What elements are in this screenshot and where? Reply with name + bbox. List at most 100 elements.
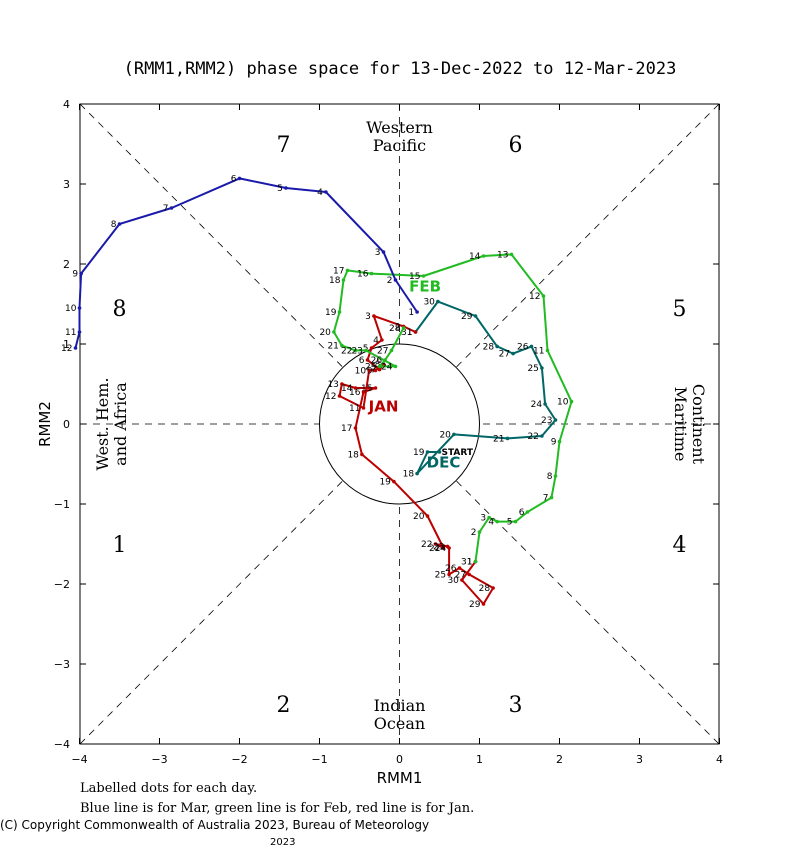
point-label: 27 [377,346,388,356]
data-point [495,344,499,349]
data-point [549,495,554,500]
copyright-notice: (C) Copyright Commonwealth of Australia … [0,818,429,832]
point-label: 8 [111,220,117,230]
data-point [505,436,510,441]
data-point [509,252,514,257]
data-point [332,330,336,334]
data-point [441,546,446,550]
data-point [77,306,82,310]
point-label: 14 [341,384,353,394]
data-point [373,386,378,390]
x-tick-label: −1 [311,753,327,766]
point-label: 17 [333,266,344,276]
data-point [353,386,358,390]
point-label: 5 [277,184,283,194]
point-label: 7 [543,494,549,504]
point-label: 25 [365,362,376,372]
point-label: 29 [469,600,481,610]
data-point [553,418,558,422]
data-point [341,278,346,282]
data-point [360,452,364,457]
point-label: 3 [480,514,486,524]
data-point [437,450,442,454]
data-point [473,559,478,564]
point-label: START [442,448,474,458]
point-label: 26 [445,564,457,574]
point-label: 26 [517,342,529,352]
point-label: 24 [381,362,393,372]
copyright-year: 2023 [270,837,295,848]
point-label: 24 [531,400,543,410]
x-tick-label: 2 [556,753,563,766]
data-point [237,176,242,181]
data-point [367,368,371,373]
point-label: 11 [533,346,544,356]
data-point [511,351,515,356]
plot-area [79,103,720,745]
point-label: 3 [375,248,381,258]
point-label: 6 [359,356,365,366]
y-tick-label: 1 [63,338,70,351]
data-point [389,348,394,353]
data-point [361,390,366,394]
data-point [365,358,370,362]
data-point [545,348,550,353]
y-tick-label: −3 [54,658,70,671]
point-label: 2 [395,322,401,332]
point-label: 23 [433,542,444,552]
phase-label: 5 [673,297,687,322]
point-label: 4 [488,518,494,528]
data-point [372,314,376,318]
region-top-line1: Western [366,118,433,137]
y-tick-label: 4 [63,98,70,111]
phase-label: 6 [509,133,523,158]
point-label: 21 [429,544,440,554]
point-label: 8 [375,360,381,370]
y-tick-label: 0 [63,418,70,431]
point-label: 21 [327,342,338,352]
point-label: 23 [351,346,362,356]
point-label: 20 [319,328,331,338]
data-point [543,402,547,406]
point-label: 12 [529,292,540,302]
point-label: 9 [551,438,557,448]
phase-label: 1 [113,533,127,558]
point-label: 17 [341,424,352,434]
point-label: 25 [435,570,446,580]
footer-line-1: Labelled dots for each day. [80,781,257,796]
region-bottom-line1: Indian [374,696,426,715]
axis-ticks [79,103,720,745]
point-label: 14 [469,252,481,262]
point-label: 10 [355,366,367,376]
point-label: 11 [65,328,76,338]
region-right-line2: Continent [689,384,708,465]
x-tick-label: −2 [231,753,247,766]
data-point [529,344,534,349]
data-point [457,566,462,570]
phase-label: 3 [509,693,523,718]
data-point [452,432,456,437]
data-point [284,186,288,190]
point-label: 30 [423,298,435,308]
y-tick-label: −1 [54,498,70,511]
data-point [460,578,464,582]
point-label: 10 [65,304,77,314]
data-point [491,586,495,590]
data-point [77,330,82,334]
data-point [473,314,478,318]
data-point [169,206,174,210]
x-axis-label: RMM1 [377,769,423,787]
data-point [340,343,344,348]
data-point [337,310,342,314]
point-label: 13 [497,250,508,260]
data-point [447,572,451,577]
point-label: 28 [483,342,495,352]
point-label: 1 [467,558,473,568]
data-point [353,348,358,353]
month-label: FEB [409,278,441,296]
point-label: 19 [325,308,337,318]
y-tick-label: 2 [63,258,70,271]
point-label: 28 [389,324,401,334]
